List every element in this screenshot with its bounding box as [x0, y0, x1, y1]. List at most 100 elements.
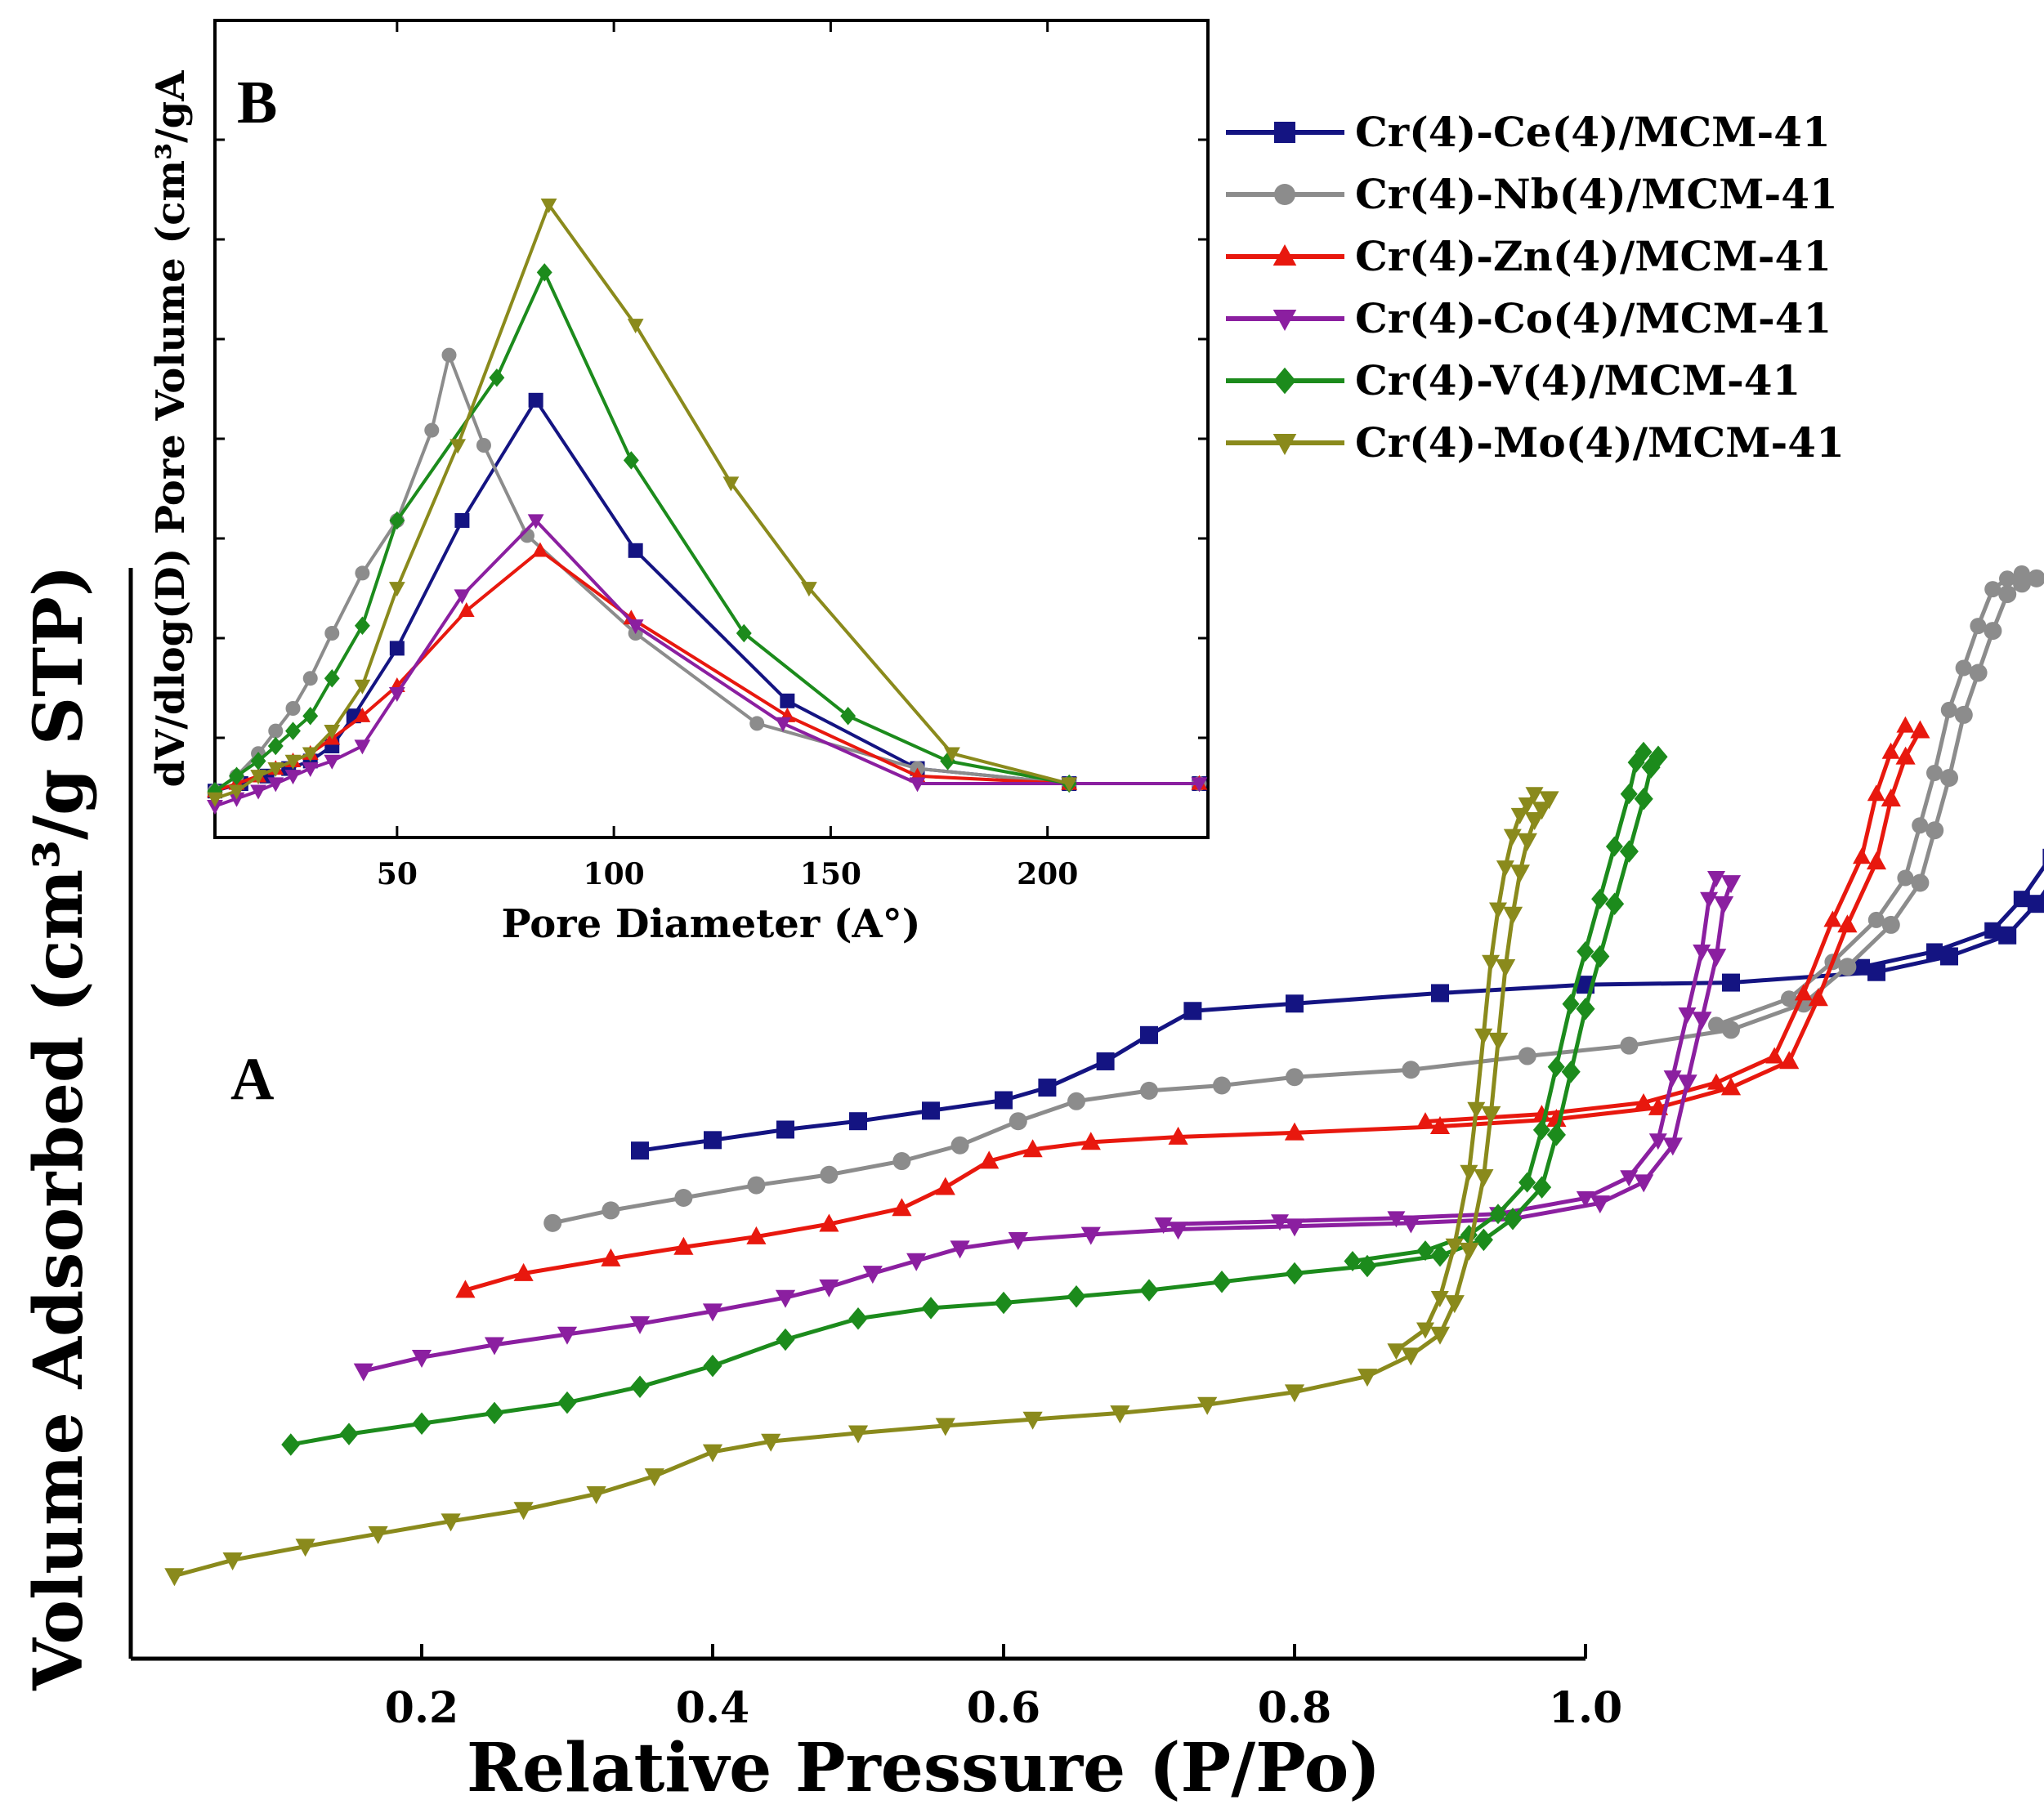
inset-data-point	[354, 707, 371, 722]
main-data-point	[1648, 745, 1668, 769]
main-data-point	[1067, 1092, 1085, 1110]
inset-series-4	[207, 514, 1208, 815]
main-data-point	[820, 1165, 839, 1184]
inset-data-point	[324, 754, 341, 770]
inset-x-tick-label: 150	[800, 857, 861, 891]
main-data-point	[1926, 765, 1943, 781]
main-data-point	[1954, 705, 1973, 724]
main-data-point	[557, 1326, 578, 1345]
main-data-point	[703, 1354, 722, 1378]
main-data-point	[1823, 910, 1842, 927]
main-series-branch	[1163, 877, 1719, 1227]
inset-data-point	[775, 717, 791, 732]
main-series-line	[552, 576, 2037, 1226]
main-data-point	[455, 1280, 476, 1298]
legend-item: Cr(4)-Ce(4)/MCM-41	[1226, 108, 1831, 156]
main-data-point	[1387, 1211, 1406, 1228]
main-data-point	[1524, 812, 1545, 831]
main-data-point	[1912, 817, 1929, 834]
main-data-point	[1940, 701, 1957, 718]
main-data-point	[1518, 797, 1536, 815]
main-data-point	[281, 1433, 301, 1456]
main-data-point	[1445, 1238, 1464, 1255]
main-data-point	[631, 1141, 649, 1160]
main-data-point	[1998, 926, 2017, 945]
inset-data-point	[623, 451, 639, 470]
inset-data-point	[324, 668, 340, 688]
main-data-point	[702, 1444, 723, 1463]
main-data-point	[921, 1297, 941, 1320]
main-data-point	[1547, 1056, 1565, 1078]
main-series-line	[464, 729, 1922, 1293]
main-data-point	[1510, 864, 1530, 883]
inset-ticks: 50 100 150 200	[215, 20, 1208, 891]
main-data-point	[1489, 1204, 1507, 1225]
main-data-point	[1213, 1076, 1231, 1095]
main-data-point	[601, 1248, 621, 1266]
main-y-axis-title: Volume Adsorbed (cm³/g STP)	[20, 565, 98, 1691]
main-data-point	[1168, 1126, 1188, 1145]
inset-data-point	[944, 747, 960, 762]
inset-data-point	[389, 641, 405, 656]
main-data-point	[1692, 1012, 1712, 1030]
main-data-point	[1984, 622, 2002, 641]
inset-data-point	[540, 198, 557, 213]
main-data-point	[1474, 1228, 1493, 1252]
main-data-point	[950, 1136, 969, 1155]
main-data-point	[1881, 742, 1900, 759]
main-data-point	[1284, 1384, 1305, 1403]
main-data-point	[892, 1152, 911, 1171]
main-data-point	[1183, 1002, 1202, 1021]
main-x-axis-title: Relative Pressure (P/Po)	[467, 1729, 1380, 1807]
main-data-point	[1867, 784, 1885, 802]
main-data-point	[1590, 1195, 1610, 1214]
main-data-point	[995, 1091, 1013, 1110]
inset-data-point	[722, 476, 740, 492]
main-data-point	[1429, 1326, 1451, 1345]
inset-data-point	[441, 347, 457, 363]
main-data-point	[484, 1337, 505, 1356]
legend: Cr(4)-Ce(4)/MCM-41 Cr(4)-Nb(4)/MCM-41 Cr(4…	[1226, 108, 1845, 467]
inset-data-point	[1061, 777, 1078, 793]
main-data-point	[1925, 821, 1944, 840]
main-data-point	[1496, 860, 1514, 878]
main-data-point	[1897, 869, 1914, 887]
inset-data-point	[228, 792, 245, 807]
main-data-point	[1429, 1115, 1451, 1134]
main-data-point	[1357, 1254, 1377, 1278]
main-data-point	[2013, 565, 2030, 582]
main-data-point	[1532, 1176, 1552, 1199]
inset-data-point	[267, 762, 284, 777]
main-data-point	[1635, 741, 1653, 762]
main-data-point	[1489, 902, 1507, 919]
main-data-point	[1706, 949, 1727, 967]
main-data-point	[1430, 1291, 1449, 1307]
main-data-point	[586, 1486, 606, 1505]
main-data-point	[1496, 958, 1516, 977]
legend-label: Cr(4)-Nb(4)/MCM-41	[1355, 170, 1838, 218]
inset-data-point	[284, 754, 302, 770]
main-data-point	[775, 1289, 796, 1308]
legend-item: Cr(4)-Mo(4)/MCM-41	[1226, 418, 1845, 467]
inset-data-point	[389, 511, 405, 530]
main-data-point	[1110, 1405, 1130, 1424]
main-data-point	[485, 1401, 504, 1425]
main-data-point	[979, 1150, 1000, 1169]
main-data-point	[1781, 990, 1797, 1007]
inset-data-point	[627, 319, 644, 334]
inset-data-point	[532, 542, 548, 557]
inset-data-point	[780, 693, 795, 708]
inset-data-point	[302, 747, 319, 762]
main-data-point	[704, 1131, 722, 1150]
main-data-point	[1853, 847, 1871, 864]
main-data-point	[630, 1375, 650, 1399]
main-x-tick-label: 0.2	[385, 1683, 458, 1733]
main-data-point	[1576, 1190, 1594, 1208]
main-data-point	[1168, 1222, 1188, 1240]
main-data-point	[1910, 720, 1930, 739]
main-data-point	[819, 1213, 839, 1232]
inset-data-point	[229, 766, 244, 786]
inset-data-point	[302, 706, 319, 726]
main-data-point	[1518, 1047, 1536, 1065]
